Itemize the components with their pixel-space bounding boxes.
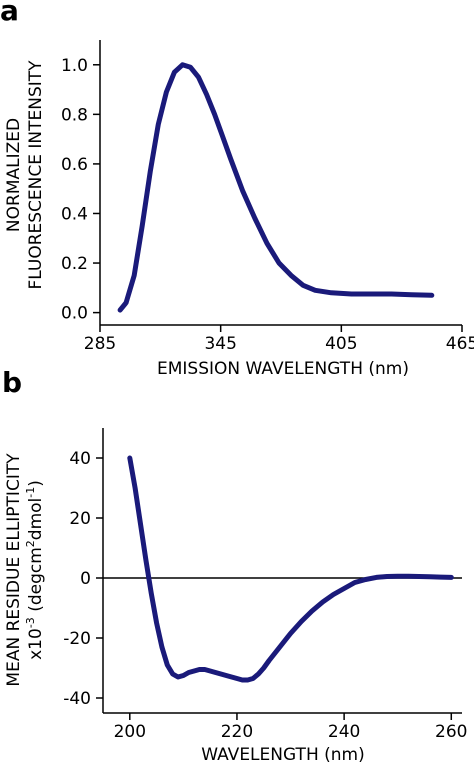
panel-a-x-tick-label: 345: [204, 334, 236, 354]
panel-b-letter: b: [2, 366, 22, 399]
panel-b-y-tick-label: 40: [69, 449, 91, 469]
panel-b-x-tick-label: 220: [221, 722, 253, 742]
panel-a-x-tick-label: 405: [325, 334, 357, 354]
panel-b-series-line: [127, 455, 454, 683]
panel-b-x-tick-label: 200: [114, 722, 146, 742]
panel-a-y-tick-label: 0.2: [61, 254, 88, 274]
panel-b-y-label-line2: x10-3 (degcm2dmol-1): [24, 480, 46, 660]
panel-a-letter: a: [0, 0, 19, 27]
panel-b-y-tick-label: -20: [63, 629, 91, 649]
panel-a-y-tick-label: 0.8: [61, 105, 88, 125]
panel-a-y-label-line2: FLUORESCENCE INTENSITY: [26, 60, 46, 290]
panel-a-x-tick-label: 465: [446, 334, 474, 354]
panel-a-y-tick-label: 0.6: [61, 155, 88, 175]
panel-b-y-tick-label: -40: [63, 689, 91, 709]
panel-a-y-tick-label: 0.0: [61, 304, 88, 324]
panel-a-x-tick-label: 285: [84, 334, 116, 354]
panel-a-chart: 285 345 405 465 0.0 0.2 0.4 0.6 0.8 1.0 EMISSION …: [4, 40, 474, 379]
panel-b-y-tick-label: 20: [69, 509, 91, 529]
panel-a-series-line: [117, 62, 435, 313]
panel-b-x-label: WAVELENGTH (nm): [201, 745, 364, 765]
panel-a-y-tick-label: 0.4: [61, 204, 88, 224]
panel-a-x-label: EMISSION WAVELENGTH (nm): [157, 359, 409, 379]
panel-b-y-tick-label: 0: [80, 569, 91, 589]
panel-a-y-label-line1: NORMALIZED: [4, 118, 24, 232]
panel-b-y-label-line1: MEAN RESIDUE ELLIPTICITY: [4, 453, 24, 687]
panel-a-y-tick-label: 1.0: [61, 56, 88, 76]
panel-b-x-tick-label: 260: [435, 722, 467, 742]
panel-b-x-tick-label: 240: [328, 722, 360, 742]
